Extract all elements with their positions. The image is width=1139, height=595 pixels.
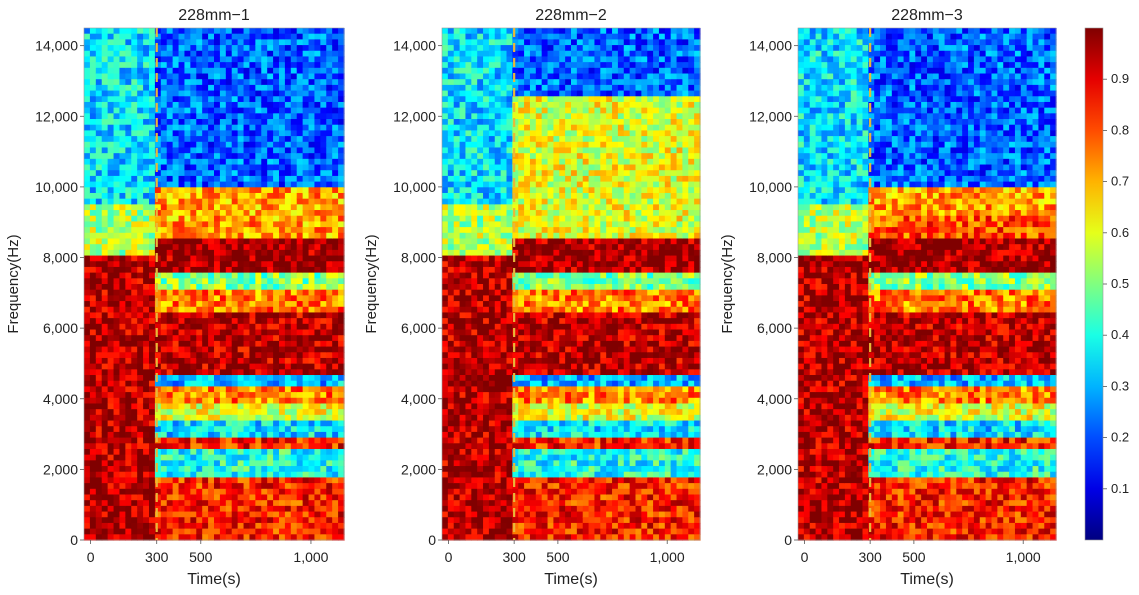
y-axis-label: Frequency(Hz) xyxy=(363,234,380,333)
y-tick-label: 2,000 xyxy=(43,461,78,477)
heatmap-field xyxy=(84,28,345,541)
colorbar-tick-label: 0.2 xyxy=(1111,430,1129,445)
chart-title: 228mm−1 xyxy=(178,7,250,24)
y-tick-label: 2,000 xyxy=(757,461,792,477)
y-tick-label: 10,000 xyxy=(35,179,78,195)
colorbar-tick-label: 0.3 xyxy=(1111,378,1129,393)
y-tick-label: 2,000 xyxy=(401,461,436,477)
colorbar-tick-label: 0.1 xyxy=(1111,481,1129,496)
y-tick-label: 0 xyxy=(70,532,78,548)
y-tick-label: 14,000 xyxy=(749,38,792,54)
y-tick-label: 14,000 xyxy=(393,38,436,54)
y-tick-label: 12,000 xyxy=(393,108,436,124)
y-tick-label: 4,000 xyxy=(401,391,436,407)
heatmap-field xyxy=(798,28,1057,541)
y-tick-label: 8,000 xyxy=(43,250,78,266)
colorbar-tick-label: 0.8 xyxy=(1111,122,1129,137)
y-tick-label: 0 xyxy=(784,532,792,548)
colorbar-tick-label: 0.4 xyxy=(1111,327,1129,342)
x-tick-label: 0 xyxy=(445,549,453,565)
x-tick-label: 1,000 xyxy=(650,549,685,565)
colorbar-tick-label: 0.6 xyxy=(1111,225,1129,240)
spectrogram-panel-1: 228mm−1 0 2,000 4,000 6,000 8,000 10,000 12,000… xyxy=(5,7,345,588)
x-tick-label: 300 xyxy=(858,549,882,565)
y-tick-label: 8,000 xyxy=(401,250,436,266)
x-tick-label: 300 xyxy=(502,549,526,565)
y-axis-label: Frequency(Hz) xyxy=(5,234,22,333)
y-axis-label: Frequency(Hz) xyxy=(719,234,736,333)
x-tick-label: 1,000 xyxy=(293,549,328,565)
colorbar-tick-label: 0.7 xyxy=(1111,174,1129,189)
plot-frame xyxy=(441,27,701,541)
y-tick-label: 6,000 xyxy=(43,320,78,336)
y-tick-label: 8,000 xyxy=(757,250,792,266)
colorbar-gradient xyxy=(1084,27,1104,541)
x-tick-label: 500 xyxy=(189,549,213,565)
x-tick-label: 0 xyxy=(801,549,809,565)
y-tick-label: 10,000 xyxy=(393,179,436,195)
colorbar-tick-label: 0.5 xyxy=(1111,276,1129,291)
x-tick-label: 1,000 xyxy=(1006,549,1041,565)
x-tick-label: 0 xyxy=(87,549,95,565)
x-tick-label: 300 xyxy=(145,549,169,565)
y-tick-label: 10,000 xyxy=(749,179,792,195)
colorbar: 0.1 0.2 0.3 0.4 0.5 0.6 0.7 0.8 0.9 xyxy=(1084,27,1129,541)
y-tick-label: 14,000 xyxy=(35,38,78,54)
x-tick-label: 500 xyxy=(546,549,570,565)
x-axis-label: Time(s) xyxy=(187,571,241,588)
y-tick-label: 4,000 xyxy=(43,391,78,407)
x-axis-label: Time(s) xyxy=(544,571,598,588)
plot-frame xyxy=(83,27,345,541)
chart-title: 228mm−3 xyxy=(891,7,963,24)
y-tick-label: 0 xyxy=(428,532,436,548)
chart-title: 228mm−2 xyxy=(535,7,607,24)
plot-frame xyxy=(797,27,1057,541)
heatmap-field xyxy=(442,28,701,541)
y-tick-label: 12,000 xyxy=(35,108,78,124)
colorbar-tick-label: 0.9 xyxy=(1111,71,1129,86)
y-tick-label: 6,000 xyxy=(401,320,436,336)
spectrogram-panel-2: 228mm−2 0 2,000 4,000 6,000 8,000 10,000 12,000… xyxy=(363,7,701,588)
spectrogram-panel-3: 228mm−3 0 2,000 4,000 6,000 8,000 10,000 12,000… xyxy=(719,7,1057,588)
x-tick-label: 500 xyxy=(902,549,926,565)
y-tick-label: 12,000 xyxy=(749,108,792,124)
y-tick-label: 4,000 xyxy=(757,391,792,407)
y-tick-label: 6,000 xyxy=(757,320,792,336)
x-axis-label: Time(s) xyxy=(900,571,954,588)
